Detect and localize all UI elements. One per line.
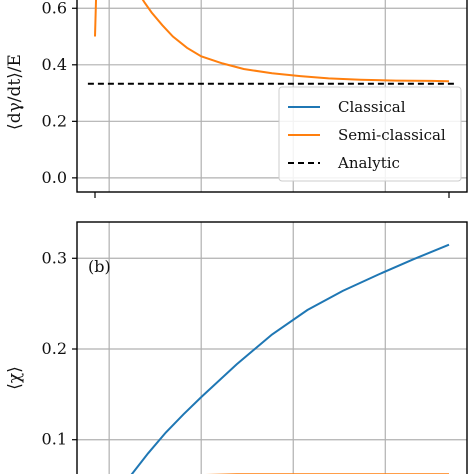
panel-b-series — [130, 243, 450, 474]
panel-b-ticks: 0.1 0.2 0.3 — [42, 248, 77, 449]
legend-label-semi-classical: Semi-classical — [338, 126, 446, 144]
panel-a-ticks: 0.0 0.2 0.4 0.6 — [42, 0, 450, 198]
panel-a-ytick-label-3: 0.6 — [42, 0, 67, 17]
panel-b-series-classical — [130, 243, 450, 474]
panel-b-label: (b) — [88, 257, 111, 276]
panel-a-ylabel: ⟨dγ/dt⟩/E — [5, 54, 25, 130]
legend-label-classical: Classical — [338, 98, 406, 116]
panel-a-series — [87, 0, 457, 85]
panel-a-frame — [76, 0, 468, 193]
panel-a-series-semi-classical — [94, 0, 450, 83]
legend-box — [278, 86, 462, 182]
panel-a-grid — [77, 0, 467, 192]
panel-b-ytick-label-1: 0.2 — [42, 339, 67, 358]
panel-b-ytick-label-0: 0.1 — [42, 430, 67, 449]
legend-label-analytic: Analytic — [337, 154, 400, 172]
panel-b-ylabel: ⟨χ⟩ — [5, 366, 25, 390]
panel-b-frame — [76, 221, 468, 474]
panel-a-ytick-label-2: 0.4 — [42, 55, 67, 74]
panel-a: 0.0 0.2 0.4 0.6 ⟨dγ/dt⟩/E Classical Semi-cl… — [5, 0, 468, 198]
legend: Classical Semi-classical Analytic — [278, 86, 462, 182]
panel-b-grid — [77, 222, 467, 474]
panel-a-ytick-label-0: 0.0 — [42, 168, 67, 187]
panel-b: 0.1 0.2 0.3 ⟨χ⟩ (b) — [5, 221, 468, 474]
panel-a-ytick-label-1: 0.2 — [42, 111, 67, 130]
panel-b-ytick-label-2: 0.3 — [42, 248, 67, 267]
